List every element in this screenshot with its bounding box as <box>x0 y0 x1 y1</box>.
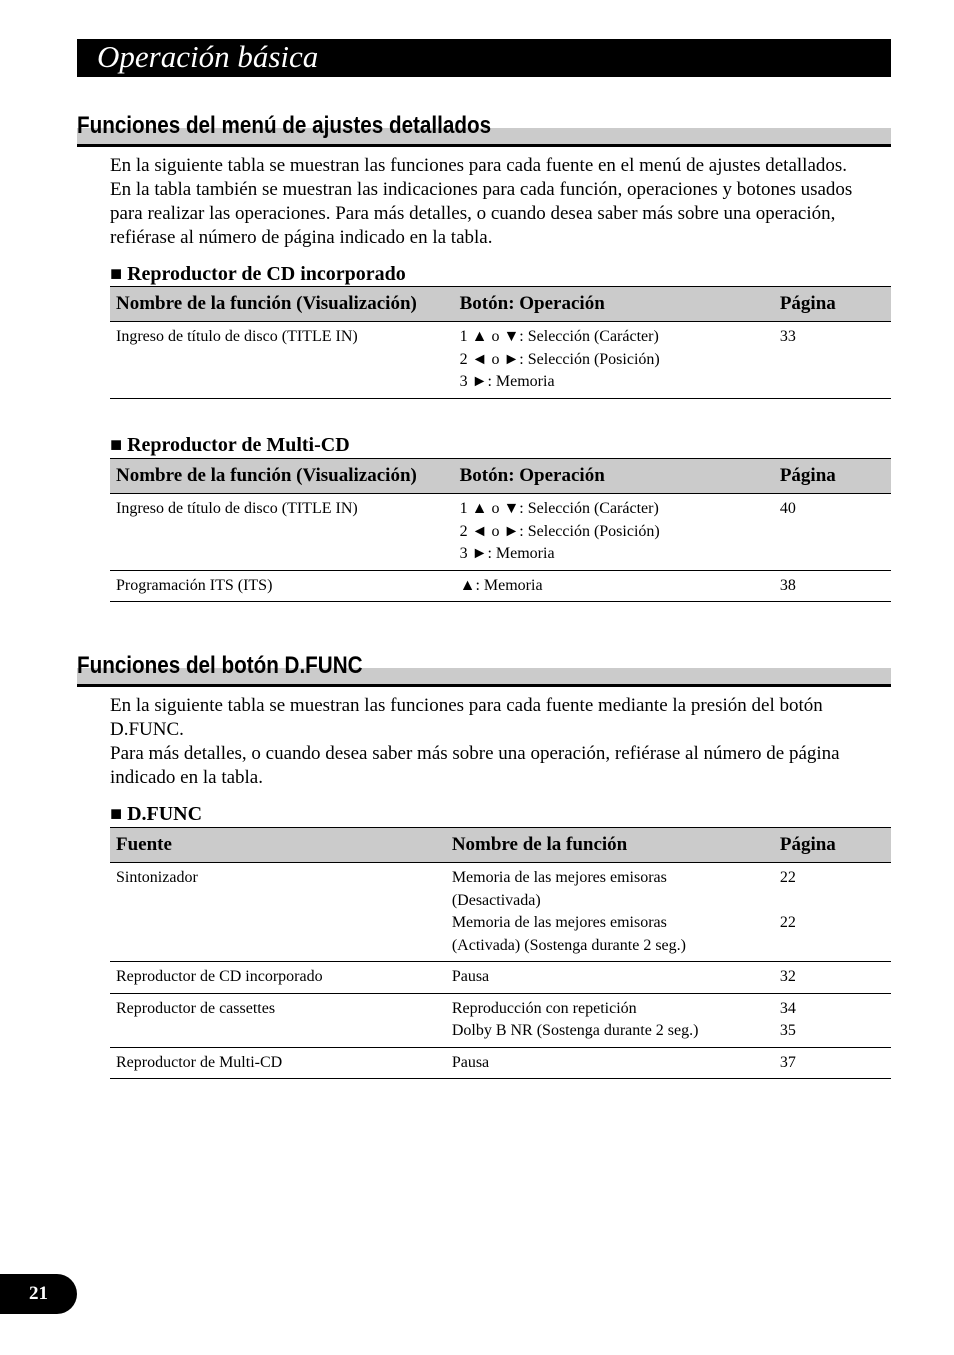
heading-rule <box>77 684 891 687</box>
column-header: Página <box>773 827 891 863</box>
page-ref: 38 <box>773 570 891 602</box>
page-ref: 22 <box>779 914 796 931</box>
table-title: ■ D.FUNC <box>110 803 203 825</box>
section-title: Funciones del menú de ajustes detallados <box>77 112 492 139</box>
function-line: Pausa <box>451 968 490 985</box>
table-header-row: Nombre de la función (Visualización) Botó… <box>110 286 891 322</box>
operation-line: 1 ▲ o ▼: Selección (Carácter) <box>459 500 659 517</box>
operation-line: ▲: Memoria <box>459 576 543 594</box>
operation-line: 1 ▲ o ▼: Selección (Carácter) <box>459 328 659 345</box>
intro-paragraph: En la siguiente tabla se muestran las fu… <box>110 155 853 248</box>
operation-line: 2 ◄ o ►: Selección (Posición) <box>459 522 660 540</box>
chapter-title: Operación básica <box>97 39 319 74</box>
page-ref: 32 <box>779 968 796 985</box>
table-row: Reproductor de Multi-CD Pausa 37 <box>110 1047 891 1079</box>
column-header: Página <box>773 286 891 322</box>
page-ref: 22 <box>779 869 796 886</box>
page-ref: 34 <box>779 999 796 1017</box>
function-line: Reproducción con repetición <box>451 999 637 1017</box>
page-number: 21 <box>0 1274 77 1314</box>
table-row: Ingreso de título de disco (TITLE IN) 1 ▲… <box>110 321 891 399</box>
section-heading-dfunc: Funciones del botón D.FUNC <box>77 652 891 688</box>
function-name: Programación ITS (ITS) <box>110 570 454 602</box>
heading-rule <box>77 144 891 147</box>
operation-cell: ▲: Memoria <box>453 570 774 602</box>
operation-line: 3 ►: Memoria <box>459 545 555 562</box>
column-header: Nombre de la función <box>445 827 774 863</box>
table-header-row: Fuente Nombre de la función Página <box>110 827 891 863</box>
function-cell: Memoria de las mejores emisoras (Desactiv… <box>445 862 774 962</box>
column-header: Botón: Operación <box>453 286 774 322</box>
table-title: ■ Reproductor de CD incorporado <box>110 263 406 285</box>
function-line: (Activada) (Sostenga durante 2 seg.) <box>451 936 686 954</box>
page-cell: 37 <box>773 1047 891 1079</box>
column-header: Botón: Operación <box>453 458 774 494</box>
column-header: Fuente <box>110 827 446 863</box>
table-row: Reproductor de cassettes Reproducción con… <box>110 993 891 1048</box>
source-name: Sintonizador <box>110 862 446 962</box>
operation-cell: 1 ▲ o ▼: Selección (Carácter) 2 ◄ o ►: Se… <box>453 493 774 571</box>
dfunc-paragraph-1: En la siguiente tabla se muestran las fu… <box>110 695 823 740</box>
page-ref: 40 <box>773 493 891 571</box>
operation-line: 2 ◄ o ►: Selección (Posición) <box>459 350 660 368</box>
function-name: Ingreso de título de disco (TITLE IN) <box>110 321 454 399</box>
operation-cell: 1 ▲ o ▼: Selección (Carácter) 2 ◄ o ►: Se… <box>453 321 774 399</box>
function-cell: Reproducción con repetición Dolby B NR (S… <box>445 993 774 1048</box>
source-name: Reproductor de cassettes <box>110 993 446 1048</box>
page-ref <box>780 890 885 913</box>
function-cell: Pausa <box>445 1047 774 1079</box>
heading-band <box>77 668 891 685</box>
cd-functions-table: Nombre de la función (Visualización) Botó… <box>110 286 891 399</box>
function-line: Memoria de las mejores emisoras <box>451 914 667 931</box>
function-line: Memoria de las mejores emisoras <box>451 869 667 886</box>
page-ref: 33 <box>773 321 891 399</box>
multicd-functions-table: Nombre de la función (Visualización) Botó… <box>110 458 891 602</box>
table-row: Ingreso de título de disco (TITLE IN) 1 ▲… <box>110 493 891 571</box>
column-header: Nombre de la función (Visualización) <box>110 286 454 322</box>
dfunc-paragraph-2: Para más detalles, o cuando desea saber … <box>110 743 840 788</box>
page-ref: 35 <box>779 1022 796 1039</box>
table-row: Reproductor de CD incorporado Pausa 32 <box>110 961 891 994</box>
page-ref: 37 <box>779 1053 796 1071</box>
source-name: Reproductor de Multi-CD <box>110 1047 446 1079</box>
column-header: Página <box>773 458 891 494</box>
function-name: Ingreso de título de disco (TITLE IN) <box>110 493 454 571</box>
section-title: Funciones del botón D.FUNC <box>77 652 363 679</box>
table-title: ■ Reproductor de Multi-CD <box>110 434 350 456</box>
section-heading-settings: Funciones del menú de ajustes detallados <box>77 112 891 148</box>
function-line: Dolby B NR (Sostenga durante 2 seg.) <box>451 1022 699 1039</box>
operation-line: 3 ►: Memoria <box>459 373 555 390</box>
function-line: Pausa <box>451 1053 490 1071</box>
function-cell: Pausa <box>445 961 774 994</box>
table-row: Programación ITS (ITS) ▲: Memoria 38 <box>110 570 891 602</box>
heading-band <box>77 128 891 145</box>
page-cell: 32 <box>773 961 891 994</box>
page-cell: 34 35 <box>773 993 891 1048</box>
page-cell: 22 22 <box>773 862 891 962</box>
table-row: Sintonizador Memoria de las mejores emiso… <box>110 862 891 962</box>
function-line: (Desactivada) <box>451 891 541 909</box>
dfunc-table: Fuente Nombre de la función Página Sintoniz… <box>110 827 891 1079</box>
chapter-title-bar: Operación básica <box>77 39 891 77</box>
table-header-row: Nombre de la función (Visualización) Botó… <box>110 458 891 494</box>
source-name: Reproductor de CD incorporado <box>110 961 446 994</box>
column-header: Nombre de la función (Visualización) <box>110 458 454 494</box>
page-ref <box>780 935 885 958</box>
